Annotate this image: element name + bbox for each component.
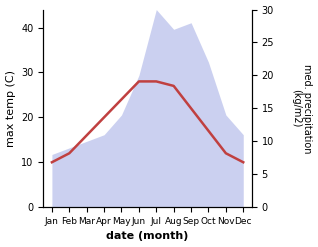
- Y-axis label: med. precipitation
(kg/m2): med. precipitation (kg/m2): [291, 64, 313, 153]
- X-axis label: date (month): date (month): [107, 231, 189, 242]
- Y-axis label: max temp (C): max temp (C): [5, 70, 16, 147]
